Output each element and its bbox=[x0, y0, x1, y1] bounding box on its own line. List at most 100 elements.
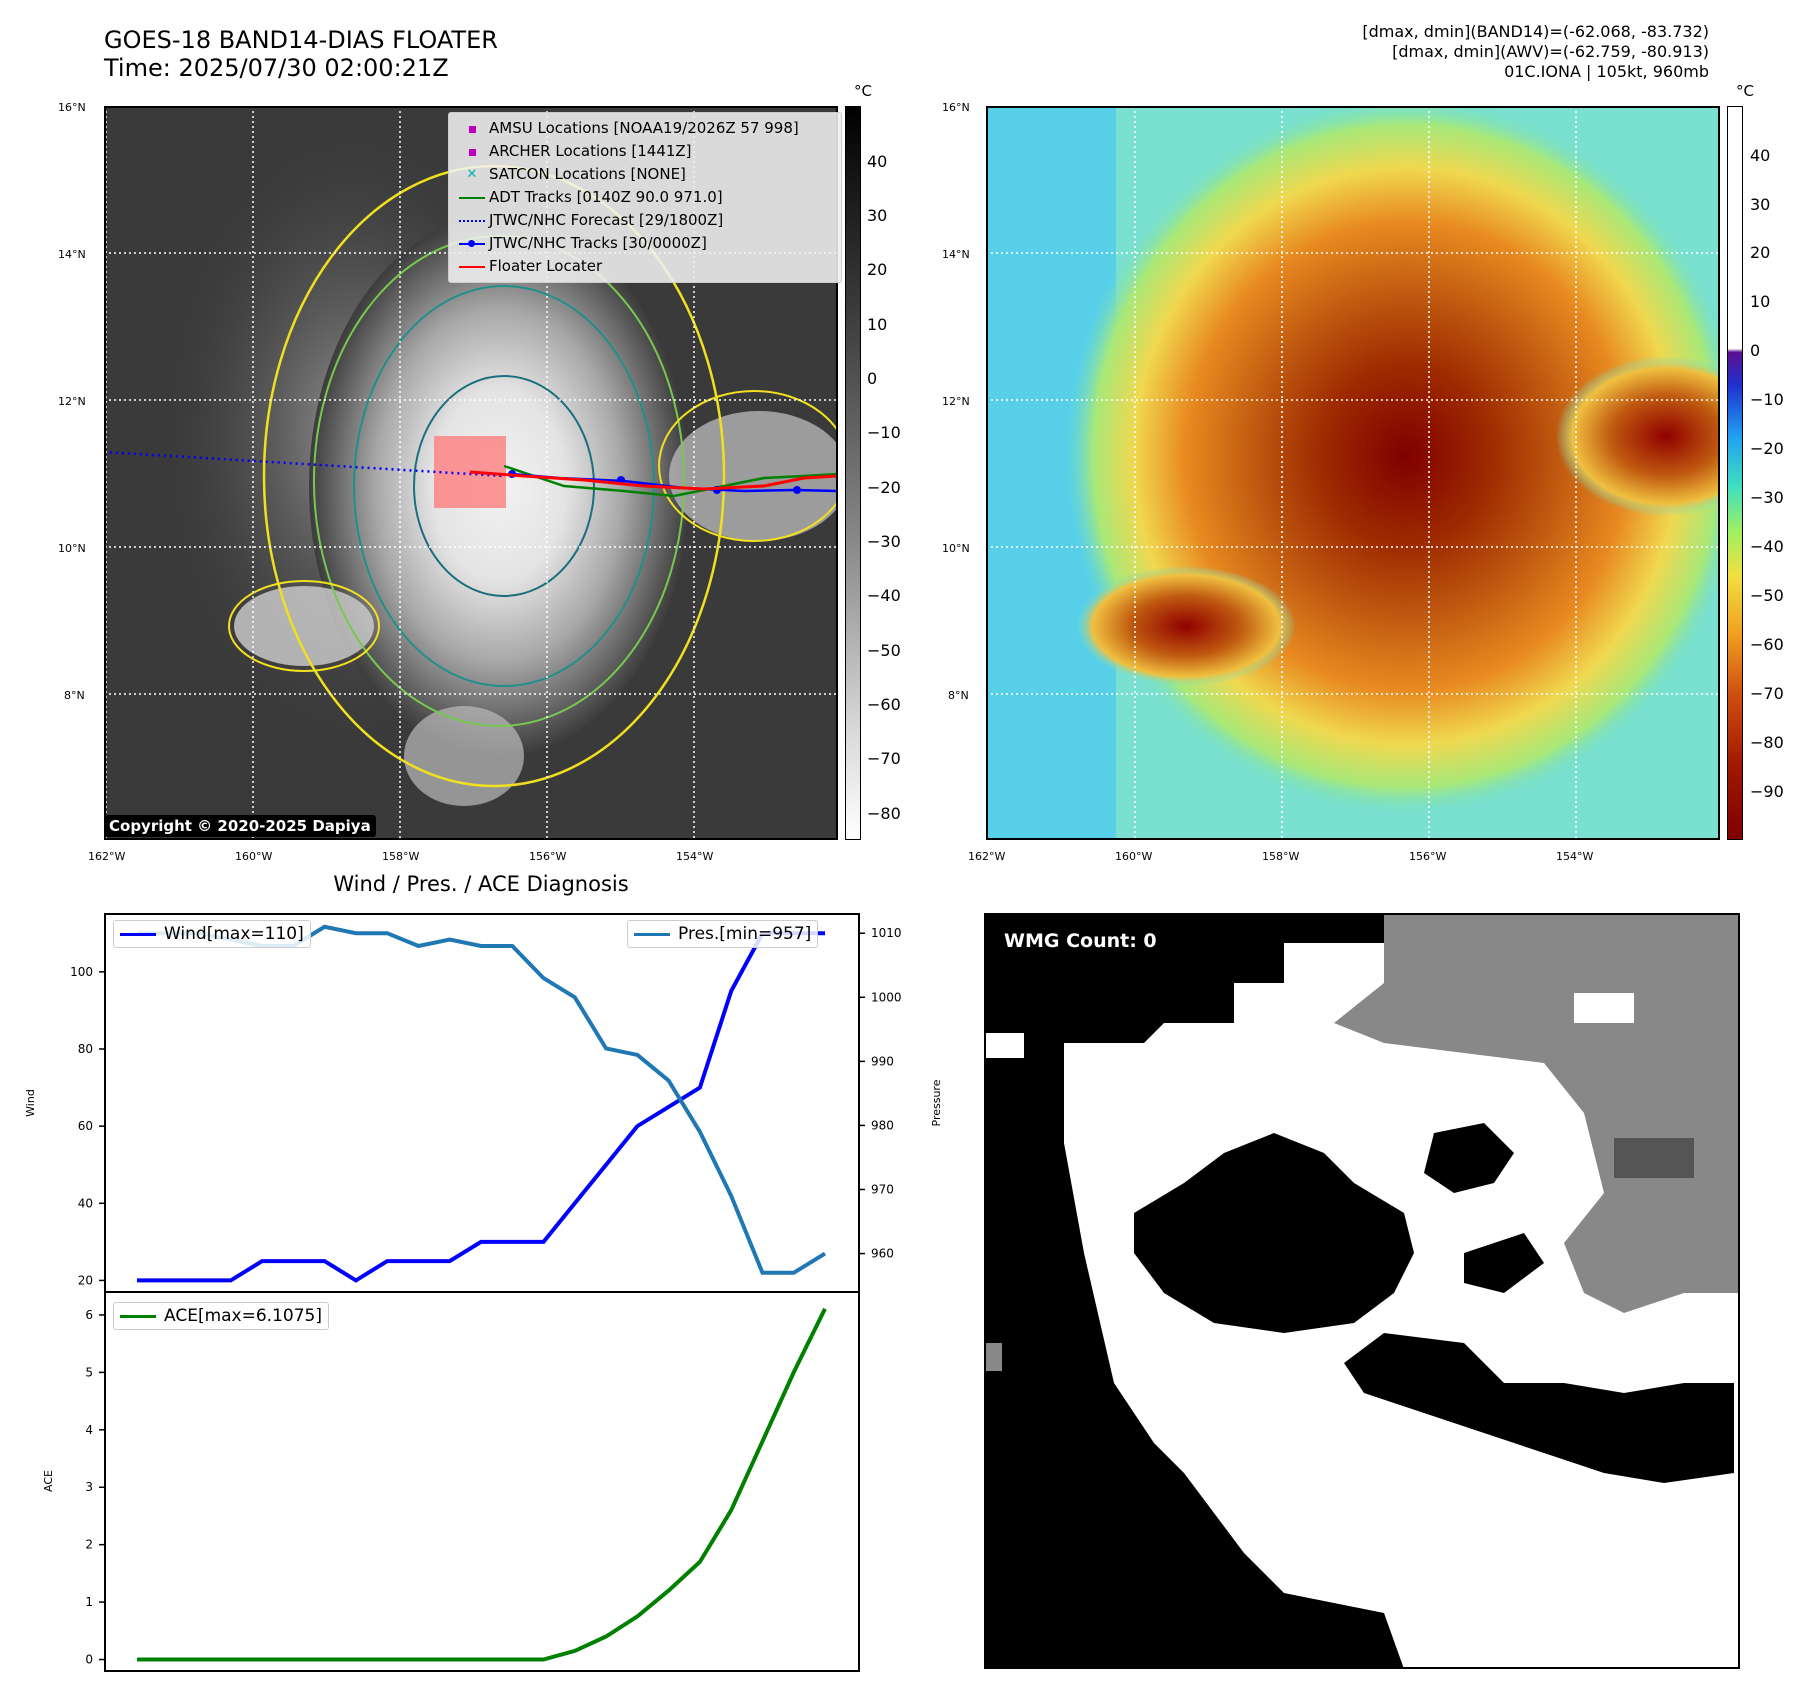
lcb-tick-m30: −30 bbox=[867, 532, 901, 551]
adt-track bbox=[503, 464, 838, 498]
legend-item-forecast: JTWC/NHC Forecast [29/1800Z] bbox=[455, 209, 835, 232]
rcb-tick-30: 30 bbox=[1750, 195, 1771, 214]
wind-tick-40-label: 40 bbox=[78, 1196, 93, 1210]
left-lon-158: 158°W bbox=[382, 850, 420, 863]
ace-tick-4-label: 4 bbox=[85, 1423, 93, 1437]
ace-tick-1-label: 1 bbox=[85, 1595, 93, 1609]
pressure-legend-line-icon bbox=[634, 932, 670, 936]
legend-item-archer: ARCHER Locations [1441Z] bbox=[455, 140, 835, 163]
diagnosis-title: Wind / Pres. / ACE Diagnosis bbox=[333, 872, 629, 896]
awv-southwest-band bbox=[1076, 566, 1296, 686]
east-cloud bbox=[669, 411, 838, 541]
rcb-tick-0: 0 bbox=[1750, 341, 1761, 360]
rcb-tick-m30: −30 bbox=[1750, 488, 1784, 507]
lcb-tick-m10: −10 bbox=[867, 423, 901, 442]
right-lon-156: 156°W bbox=[1409, 850, 1447, 863]
pressure-tick-990-label: 990 bbox=[871, 1054, 894, 1068]
right-lat-16: 16°N bbox=[942, 101, 970, 114]
wmg-count-badge: WMG Count: 0 bbox=[996, 926, 1165, 956]
pressure-tick-1010-label: 1010 bbox=[871, 926, 902, 940]
lcb-tick-m40: −40 bbox=[867, 586, 901, 605]
lcb-tick-20: 20 bbox=[867, 260, 888, 279]
wind-tick-100-label: 100 bbox=[70, 965, 93, 979]
info-line-1: [dmax, dmin](BAND14)=(-62.068, -83.732) bbox=[1362, 22, 1709, 41]
amsu-marker-icon bbox=[455, 117, 489, 140]
lcb-tick-10: 10 bbox=[867, 315, 888, 334]
pressure-tick-1000-label: 1000 bbox=[871, 990, 902, 1004]
ace-panel-frame bbox=[104, 1291, 860, 1672]
left-lat-16: 16°N bbox=[58, 101, 86, 114]
awv-map bbox=[986, 106, 1720, 840]
pressure-tick-970-label: 970 bbox=[871, 1182, 894, 1196]
map-frame bbox=[104, 106, 838, 840]
right-lat-8: 8°N bbox=[948, 689, 969, 702]
right-lat-14: 14°N bbox=[942, 248, 970, 261]
ace-legend-label: ACE[max=6.1075] bbox=[164, 1306, 322, 1326]
contour-east-yellow bbox=[658, 390, 838, 542]
left-colorbar-unit: °C bbox=[854, 82, 872, 100]
right-lon-162: 162°W bbox=[968, 850, 1006, 863]
legend-item-amsu: AMSU Locations [NOAA19/2026Z 57 998] bbox=[455, 117, 835, 140]
lcb-tick-m80: −80 bbox=[867, 804, 901, 823]
left-lon-162: 162°W bbox=[88, 850, 126, 863]
floater-track bbox=[469, 470, 838, 491]
right-colorbar-unit: °C bbox=[1736, 82, 1754, 100]
wind-legend: Wind[max=110] bbox=[113, 920, 311, 948]
left-lon-156: 156°W bbox=[529, 850, 567, 863]
rcb-tick-40: 40 bbox=[1750, 146, 1771, 165]
ace-axis-label: ACE bbox=[42, 1470, 55, 1492]
ace-legend-line-icon bbox=[120, 1314, 156, 1318]
legend-item-tracks: JTWC/NHC Tracks [30/0000Z] bbox=[455, 232, 835, 255]
right-lon-158: 158°W bbox=[1262, 850, 1300, 863]
right-lat-10: 10°N bbox=[942, 542, 970, 555]
awv-frame bbox=[986, 106, 1720, 840]
lcb-tick-30: 30 bbox=[867, 206, 888, 225]
ace-tick-3-label: 3 bbox=[85, 1480, 93, 1494]
rcb-tick-m90: −90 bbox=[1750, 782, 1784, 801]
lcb-tick-m60: −60 bbox=[867, 695, 901, 714]
awv-east-band bbox=[1556, 356, 1720, 516]
left-lat-12: 12°N bbox=[58, 395, 86, 408]
wind-tick-60-label: 60 bbox=[78, 1119, 93, 1133]
ace-tick-2-label: 2 bbox=[85, 1538, 93, 1552]
left-lon-160: 160°W bbox=[235, 850, 273, 863]
figure-title: GOES-18 BAND14-DIAS FLOATER Time: 2025/0… bbox=[104, 26, 498, 82]
rcb-tick-20: 20 bbox=[1750, 243, 1771, 262]
floater-line-icon bbox=[455, 265, 489, 268]
map-legend: AMSU Locations [NOAA19/2026Z 57 998] ARC… bbox=[448, 112, 842, 283]
intensity-info: [dmax, dmin](BAND14)=(-62.068, -83.732) … bbox=[1362, 22, 1709, 82]
copyright-badge: Copyright © 2020-2025 Dapiya bbox=[104, 815, 376, 837]
title-line-2: Time: 2025/07/30 02:00:21Z bbox=[104, 54, 449, 82]
rcb-tick-m60: −60 bbox=[1750, 635, 1784, 654]
lcb-tick-m70: −70 bbox=[867, 749, 901, 768]
south-cloud bbox=[404, 706, 524, 806]
pressure-tick-980-label: 980 bbox=[871, 1118, 894, 1132]
lcb-tick-m20: −20 bbox=[867, 478, 901, 497]
legend-item-floater: Floater Locater bbox=[455, 255, 835, 278]
wmg-darkgray-regions bbox=[1614, 1138, 1694, 1178]
left-lon-154: 154°W bbox=[676, 850, 714, 863]
wind-tick-20-label: 20 bbox=[78, 1273, 93, 1287]
legend-item-satcon: ✕ SATCON Locations [NONE] bbox=[455, 163, 835, 186]
right-colorbar bbox=[1727, 106, 1743, 840]
wmg-frame bbox=[984, 913, 1740, 1669]
adt-line-icon bbox=[455, 196, 489, 199]
rcb-tick-m20: −20 bbox=[1750, 439, 1784, 458]
wind-legend-line-icon bbox=[120, 932, 156, 936]
info-line-2: [dmax, dmin](AWV)=(-62.759, -80.913) bbox=[1392, 42, 1709, 61]
contour-southwest bbox=[228, 580, 380, 672]
title-line-1: GOES-18 BAND14-DIAS FLOATER bbox=[104, 26, 498, 54]
pressure-legend: Pres.[min=957] bbox=[627, 920, 819, 948]
wind-legend-label: Wind[max=110] bbox=[164, 924, 304, 944]
southwest-cloud bbox=[234, 586, 374, 666]
right-lon-160: 160°W bbox=[1115, 850, 1153, 863]
right-lon-154: 154°W bbox=[1556, 850, 1594, 863]
left-lat-8: 8°N bbox=[64, 689, 85, 702]
wind-series-line bbox=[137, 931, 825, 1283]
wind-axis-label: Wind bbox=[24, 1089, 37, 1117]
ace-ticks: 0 1 2 3 4 5 6 bbox=[85, 1308, 105, 1667]
ace-series-line bbox=[137, 1307, 827, 1662]
wind-ticks: 20 40 60 80 100 bbox=[70, 965, 105, 1287]
wmg-panel bbox=[984, 913, 1740, 1669]
